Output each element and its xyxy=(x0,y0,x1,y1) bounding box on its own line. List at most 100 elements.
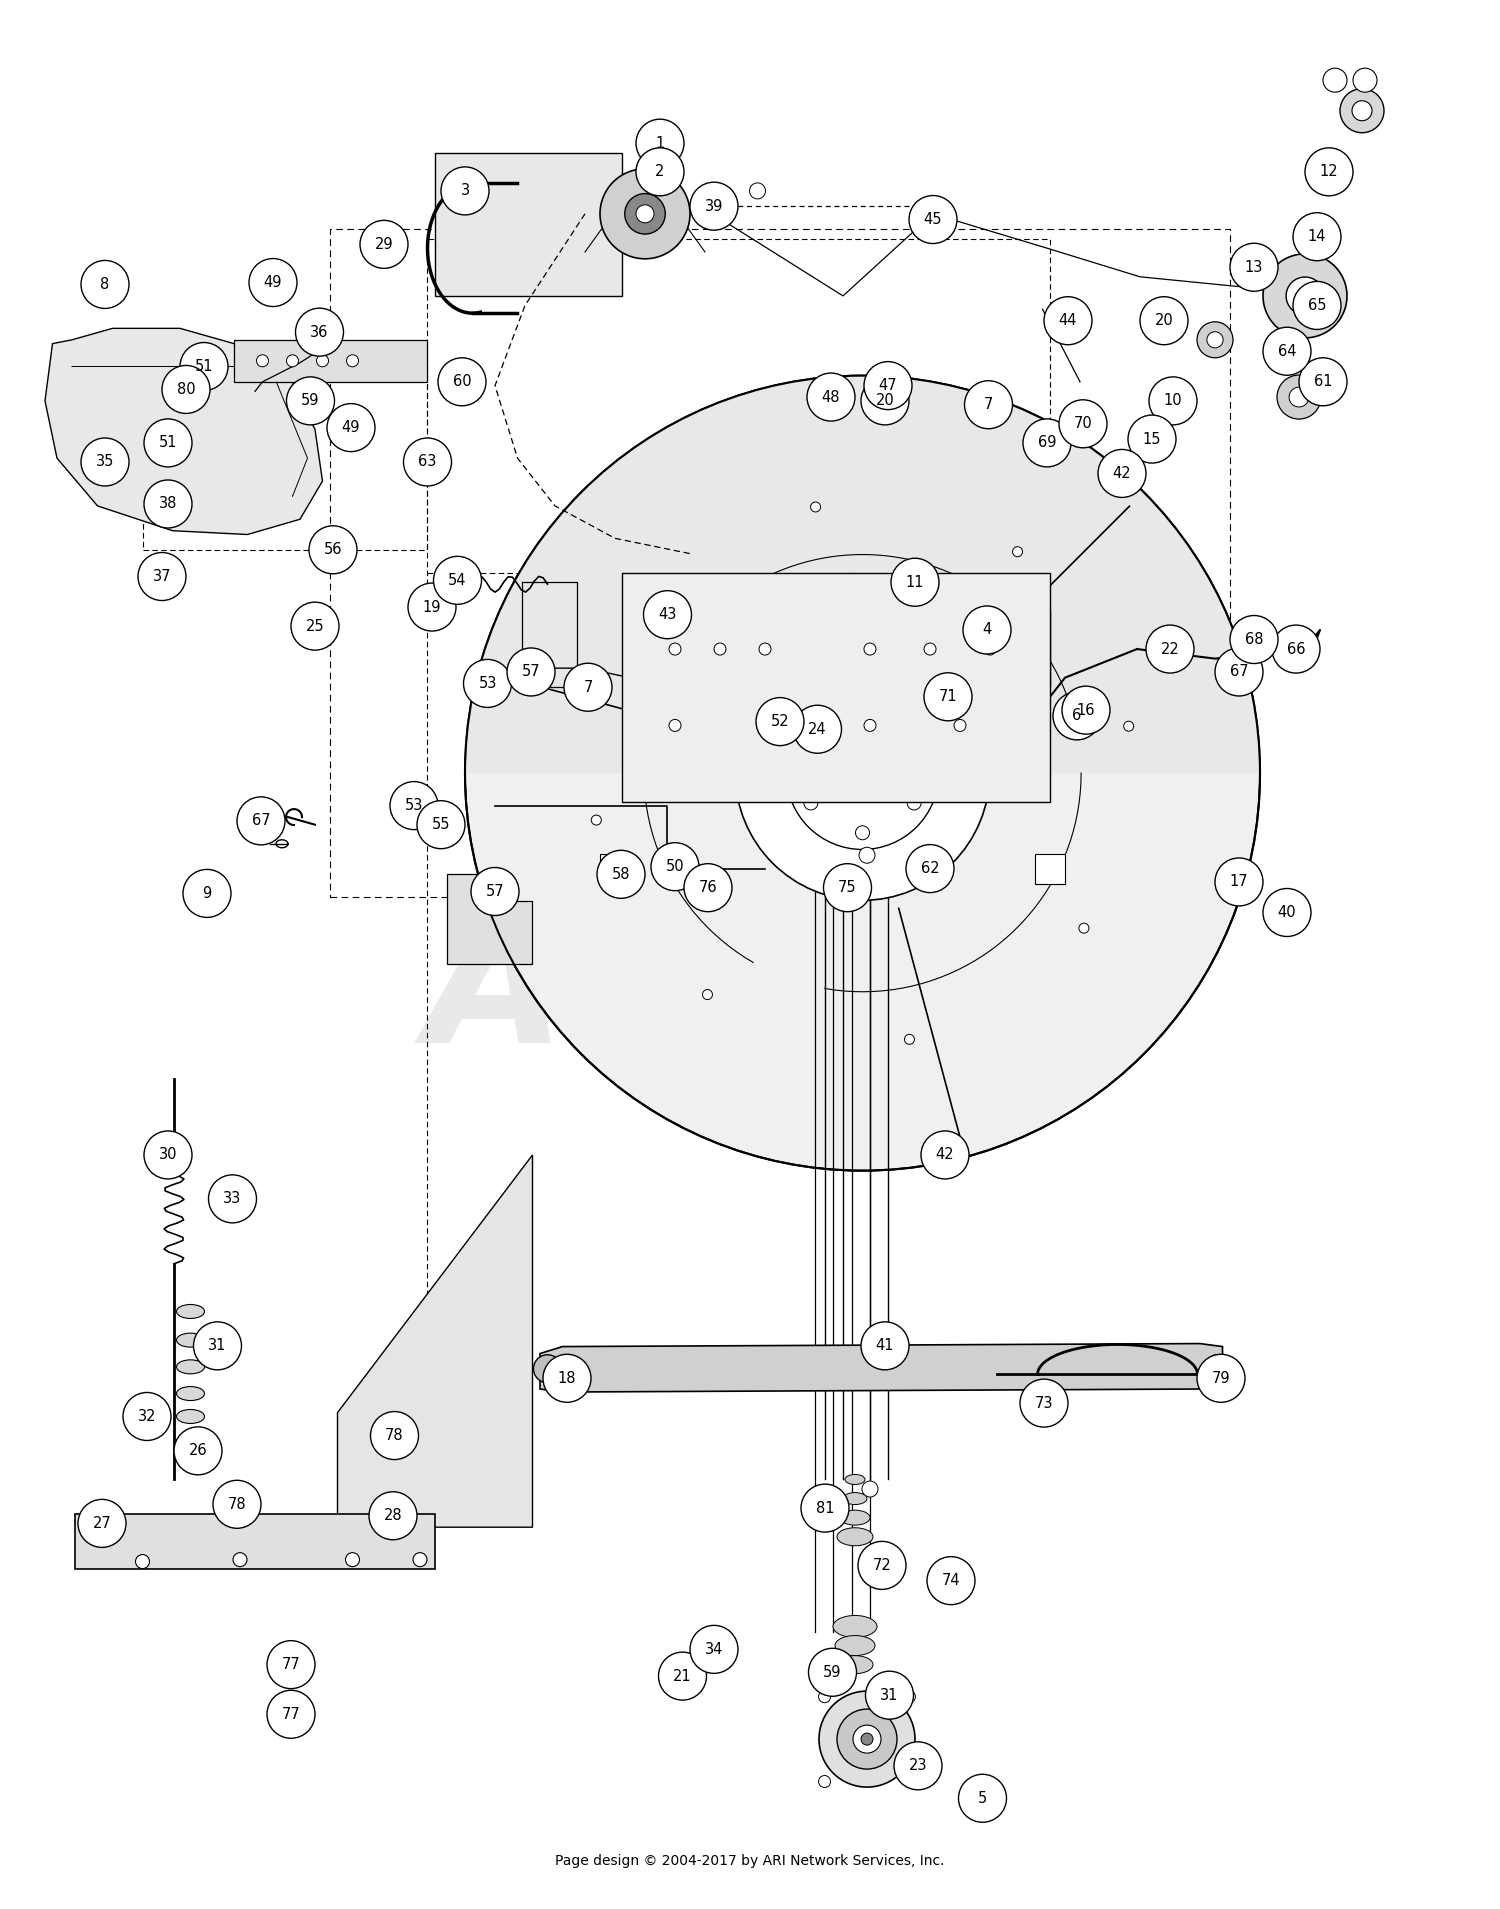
Circle shape xyxy=(644,590,692,640)
Circle shape xyxy=(1124,722,1134,731)
Text: 27: 27 xyxy=(93,1516,111,1531)
Text: 40: 40 xyxy=(1278,905,1296,920)
Circle shape xyxy=(597,850,645,899)
Bar xyxy=(75,1514,435,1569)
Circle shape xyxy=(824,863,872,913)
Text: 70: 70 xyxy=(1074,416,1092,431)
Circle shape xyxy=(690,181,738,231)
Circle shape xyxy=(370,1411,419,1460)
Circle shape xyxy=(591,815,602,825)
Text: 56: 56 xyxy=(324,542,342,557)
Text: 52: 52 xyxy=(771,714,789,729)
Circle shape xyxy=(1128,414,1176,464)
Text: 48: 48 xyxy=(822,389,840,405)
Text: 60: 60 xyxy=(453,374,471,389)
Circle shape xyxy=(1263,326,1311,376)
Circle shape xyxy=(138,552,186,601)
Text: 30: 30 xyxy=(159,1147,177,1163)
Circle shape xyxy=(624,193,664,235)
Text: 51: 51 xyxy=(195,359,213,374)
Text: 62: 62 xyxy=(921,861,939,876)
Circle shape xyxy=(1305,147,1353,197)
Text: 21: 21 xyxy=(674,1668,692,1684)
Circle shape xyxy=(807,372,855,422)
Circle shape xyxy=(267,1689,315,1739)
Text: 1: 1 xyxy=(656,136,664,151)
Circle shape xyxy=(465,376,1260,1170)
Circle shape xyxy=(408,582,456,632)
Circle shape xyxy=(636,147,684,197)
Polygon shape xyxy=(540,1344,1222,1392)
Circle shape xyxy=(924,643,936,655)
Circle shape xyxy=(861,1733,873,1745)
Circle shape xyxy=(658,1651,706,1701)
Text: 77: 77 xyxy=(282,1657,300,1672)
Text: 26: 26 xyxy=(189,1443,207,1458)
Text: 35: 35 xyxy=(96,454,114,470)
Circle shape xyxy=(256,355,268,367)
Circle shape xyxy=(291,601,339,651)
Circle shape xyxy=(1062,685,1110,735)
Circle shape xyxy=(819,1691,831,1703)
Text: 50: 50 xyxy=(666,859,684,874)
Polygon shape xyxy=(338,1155,532,1527)
Text: 15: 15 xyxy=(1143,431,1161,447)
Ellipse shape xyxy=(844,1474,865,1485)
Circle shape xyxy=(1053,691,1101,741)
Circle shape xyxy=(864,361,912,410)
Circle shape xyxy=(1013,546,1023,557)
Text: 78: 78 xyxy=(228,1497,246,1512)
Circle shape xyxy=(360,220,408,269)
Text: Page design © 2004-2017 by ARI Network Services, Inc.: Page design © 2004-2017 by ARI Network S… xyxy=(555,1854,945,1869)
Circle shape xyxy=(1288,388,1310,407)
Circle shape xyxy=(1263,254,1347,338)
Text: 4: 4 xyxy=(982,622,992,638)
Text: 77: 77 xyxy=(282,1707,300,1722)
Text: 20: 20 xyxy=(876,393,894,409)
Circle shape xyxy=(1286,277,1324,315)
Text: 13: 13 xyxy=(1245,260,1263,275)
Text: 51: 51 xyxy=(159,435,177,451)
Circle shape xyxy=(714,643,726,655)
Circle shape xyxy=(908,737,921,750)
Circle shape xyxy=(135,1554,150,1569)
Circle shape xyxy=(862,1481,877,1497)
Text: 65: 65 xyxy=(1308,298,1326,313)
Circle shape xyxy=(1215,647,1263,697)
Circle shape xyxy=(1299,357,1347,407)
Circle shape xyxy=(1023,418,1071,468)
Ellipse shape xyxy=(836,1636,874,1655)
Circle shape xyxy=(984,643,996,655)
Circle shape xyxy=(1323,69,1347,92)
Text: 57: 57 xyxy=(522,664,540,680)
Circle shape xyxy=(464,659,512,708)
Text: 6: 6 xyxy=(1072,708,1082,724)
Text: 11: 11 xyxy=(906,575,924,590)
Circle shape xyxy=(808,1647,856,1697)
Text: 32: 32 xyxy=(138,1409,156,1424)
Text: 42: 42 xyxy=(1113,466,1131,481)
Text: Ariens: Ariens xyxy=(426,905,1074,1080)
Text: 8: 8 xyxy=(100,277,109,292)
Text: 61: 61 xyxy=(1314,374,1332,389)
Text: 68: 68 xyxy=(1245,632,1263,647)
Text: 53: 53 xyxy=(405,798,423,813)
Text: 36: 36 xyxy=(310,325,328,340)
Text: 80: 80 xyxy=(177,382,195,397)
Text: 24: 24 xyxy=(808,722,826,737)
Circle shape xyxy=(1276,374,1322,420)
Circle shape xyxy=(144,479,192,529)
Circle shape xyxy=(702,989,712,1000)
Text: 72: 72 xyxy=(873,1558,891,1573)
Circle shape xyxy=(855,827,870,840)
Circle shape xyxy=(927,1556,975,1605)
Circle shape xyxy=(249,258,297,307)
Circle shape xyxy=(810,502,820,512)
Circle shape xyxy=(81,437,129,487)
Circle shape xyxy=(534,1355,561,1382)
Circle shape xyxy=(433,556,482,605)
Text: 63: 63 xyxy=(419,454,436,470)
Text: 71: 71 xyxy=(939,689,957,704)
Text: 44: 44 xyxy=(1059,313,1077,328)
Text: 22: 22 xyxy=(1161,641,1179,657)
